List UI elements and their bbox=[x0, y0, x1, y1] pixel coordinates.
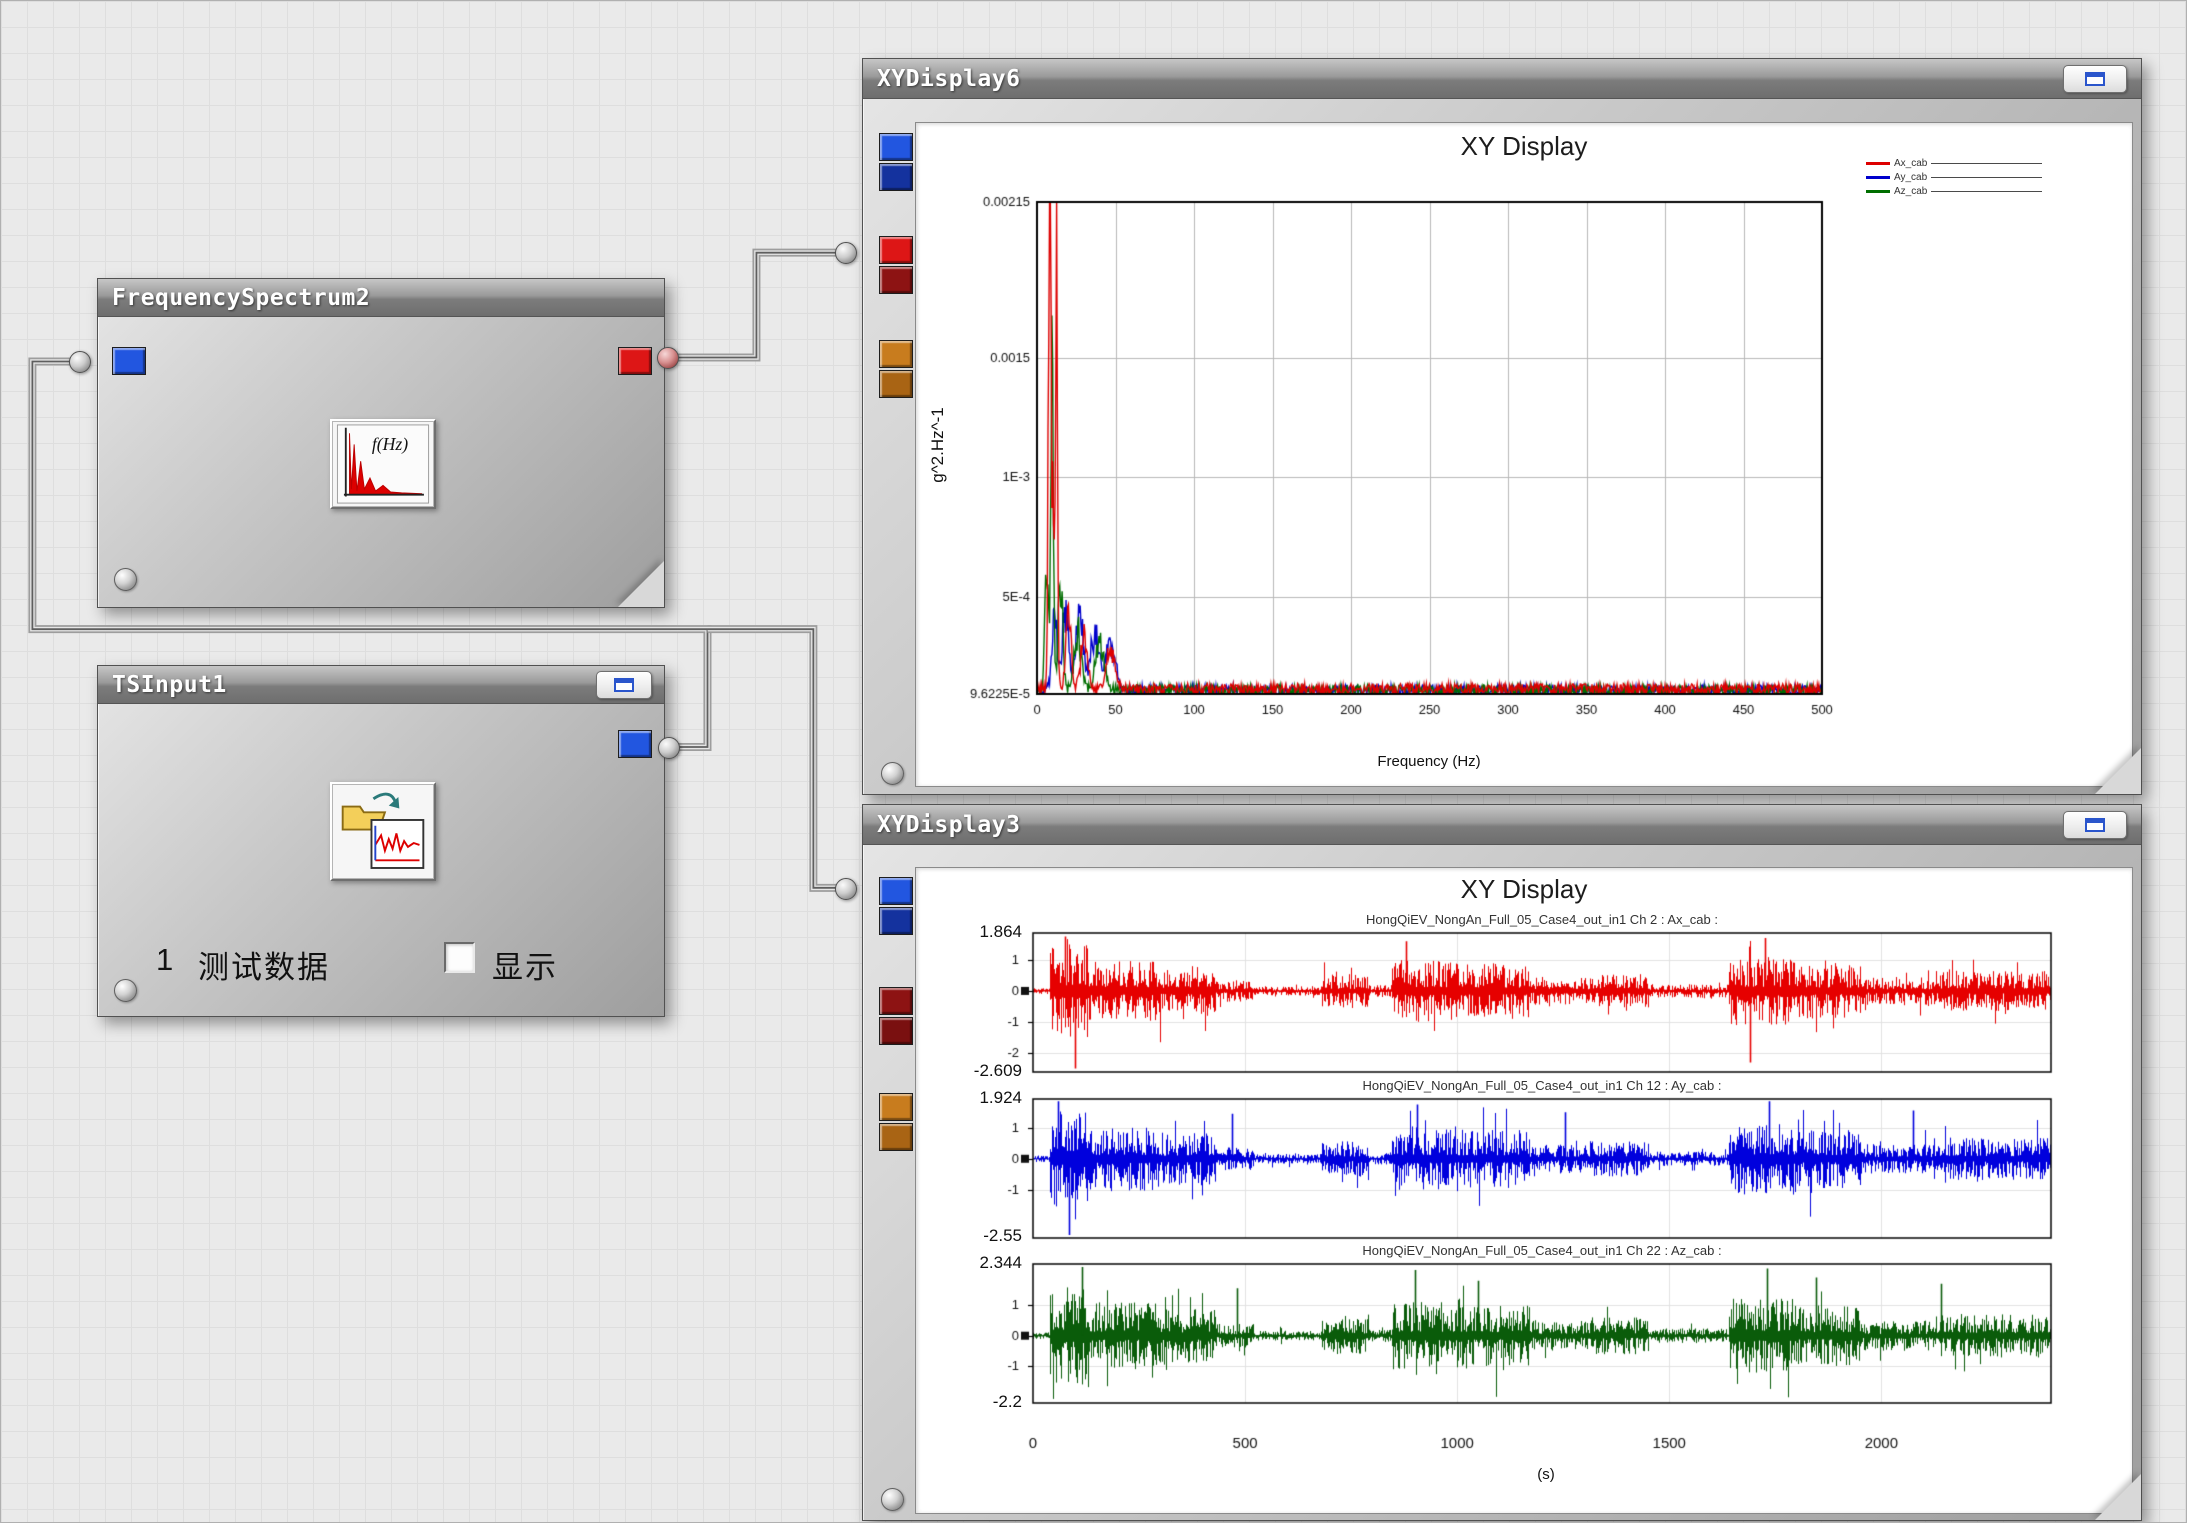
file-waveform-icon-svg bbox=[341, 792, 425, 869]
ts-input-titlebar[interactable]: TSInput1 bbox=[98, 666, 664, 704]
status-indicator bbox=[114, 568, 137, 591]
display-checkbox[interactable] bbox=[444, 942, 475, 973]
xy-display3-titlebar[interactable]: XYDisplay3 bbox=[863, 805, 2141, 845]
xy-display-panel: XY Display HongQiEV_NongAn_Full_05_Case4… bbox=[915, 867, 2134, 1514]
input-port-1[interactable] bbox=[879, 133, 913, 161]
xy-display3-block[interactable]: XYDisplay3 XY Display HongQiEV_NongAn_Fu… bbox=[862, 804, 2142, 1521]
window-icon bbox=[2085, 818, 2105, 832]
chart-title: XY Display bbox=[1460, 874, 1588, 904]
wire-tsinput-to-xydisplay3 bbox=[707, 628, 846, 889]
window-icon bbox=[614, 678, 634, 692]
input-port-3[interactable] bbox=[879, 236, 913, 264]
svg-text:f(Hz): f(Hz) bbox=[372, 434, 408, 454]
time-series-plot-canvas bbox=[916, 908, 2134, 1508]
xy-display6-titlebar[interactable]: XYDisplay6 bbox=[863, 59, 2141, 99]
chart-title: XY Display bbox=[1460, 131, 1588, 161]
frequency-spectrum-block[interactable]: FrequencySpectrum2 f(Hz) bbox=[97, 278, 665, 608]
resize-grip[interactable] bbox=[618, 561, 664, 607]
block-title: TSInput1 bbox=[112, 671, 227, 698]
xy-display-panel: XY Display Ax_cabAy_cabAz_cab g^2.Hz^-1 … bbox=[915, 122, 2134, 787]
window-icon bbox=[2085, 72, 2105, 86]
spectrum-plot-canvas bbox=[916, 163, 2134, 783]
input-port-6[interactable] bbox=[879, 370, 913, 398]
resize-grip[interactable] bbox=[2095, 1474, 2141, 1520]
input-port-5[interactable] bbox=[879, 1093, 913, 1121]
spectrum-icon: f(Hz) bbox=[330, 419, 436, 509]
input-port-3[interactable] bbox=[879, 987, 913, 1015]
ts-input-block[interactable]: TSInput1 1 测试数据 显示 bbox=[97, 665, 665, 1017]
input-port[interactable] bbox=[112, 347, 146, 375]
wire-tsinput-to-xydisplay3 bbox=[707, 625, 846, 892]
input-port-6[interactable] bbox=[879, 1123, 913, 1151]
output-port[interactable] bbox=[618, 347, 652, 375]
x-axis-label: Frequency (Hz) bbox=[1377, 753, 1481, 770]
display-checkbox-label: 显示 bbox=[492, 950, 558, 985]
wire-tsinput-to-xydisplay3 bbox=[707, 626, 846, 891]
wire-knob-xydisplay6-input[interactable] bbox=[835, 242, 857, 264]
show-window-button[interactable] bbox=[596, 671, 652, 699]
spectrum-icon-svg: f(Hz) bbox=[336, 424, 430, 504]
wire-knob-fs-output[interactable] bbox=[657, 347, 679, 369]
input-port-1[interactable] bbox=[879, 877, 913, 905]
wire-fs-output-to-xydisplay6 bbox=[667, 251, 846, 359]
block-title: XYDisplay3 bbox=[877, 811, 1021, 838]
dataset-name: 测试数据 bbox=[198, 950, 330, 985]
frequency-spectrum-titlebar[interactable]: FrequencySpectrum2 bbox=[98, 279, 664, 317]
y-axis-label: g^2.Hz^-1 bbox=[928, 407, 947, 483]
xy-display6-block[interactable]: XYDisplay6 XY Display Ax_cabAy_cabAz_cab… bbox=[862, 58, 2142, 795]
status-indicator bbox=[114, 979, 137, 1002]
wire-tsinput-to-fs-input bbox=[31, 360, 709, 748]
show-window-button[interactable] bbox=[2063, 65, 2127, 93]
status-indicator bbox=[881, 1488, 904, 1511]
resize-grip[interactable] bbox=[2095, 748, 2141, 794]
show-window-button[interactable] bbox=[2063, 811, 2127, 839]
input-port-2[interactable] bbox=[879, 907, 913, 935]
output-port[interactable] bbox=[618, 730, 652, 758]
block-title: FrequencySpectrum2 bbox=[112, 284, 371, 311]
wire-knob-tsinput-output[interactable] bbox=[658, 737, 680, 759]
wire-knob-fs-input[interactable] bbox=[69, 351, 91, 373]
status-indicator bbox=[881, 762, 904, 785]
input-port-5[interactable] bbox=[879, 340, 913, 368]
dataset-index: 1 bbox=[156, 942, 174, 977]
file-waveform-icon bbox=[330, 782, 436, 881]
block-title: XYDisplay6 bbox=[877, 65, 1021, 92]
x-axis-label: (s) bbox=[1537, 1466, 1555, 1483]
input-port-4[interactable] bbox=[879, 1017, 913, 1045]
wire-knob-xydisplay3-input[interactable] bbox=[835, 878, 857, 900]
input-port-4[interactable] bbox=[879, 266, 913, 294]
input-port-2[interactable] bbox=[879, 163, 913, 191]
